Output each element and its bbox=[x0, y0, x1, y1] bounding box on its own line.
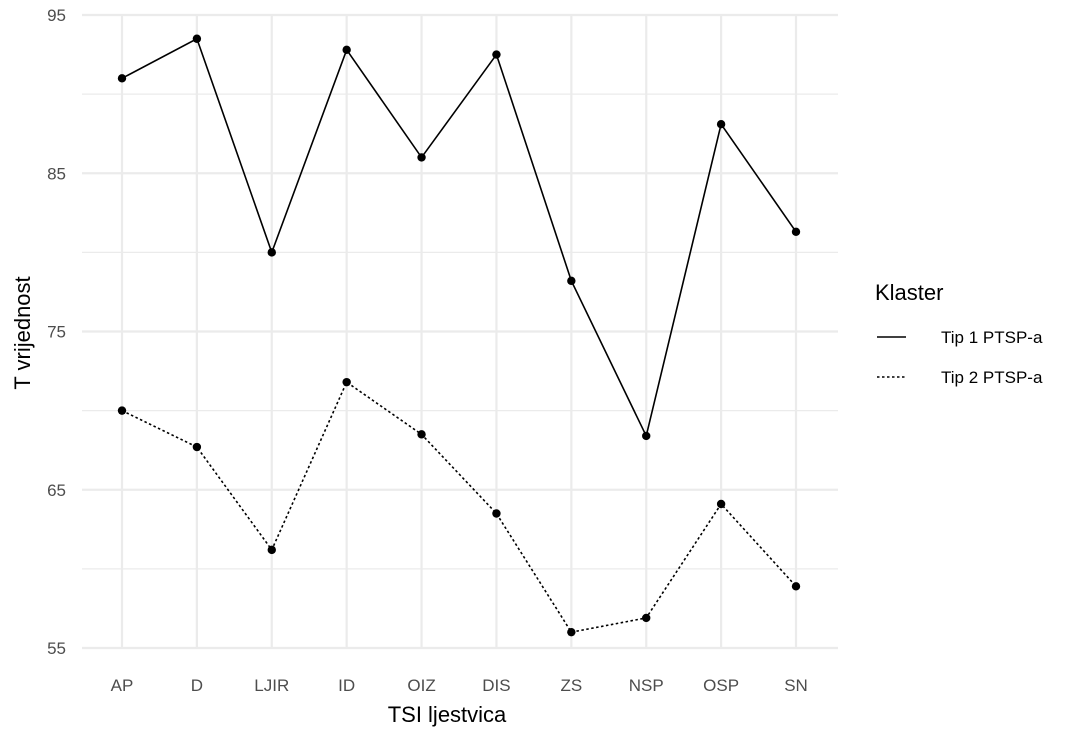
data-point bbox=[117, 406, 127, 415]
data-point bbox=[716, 119, 726, 129]
x-tick-label: ID bbox=[338, 676, 355, 695]
grid-minor bbox=[82, 93, 838, 570]
data-point bbox=[492, 50, 501, 59]
data-point bbox=[791, 227, 801, 237]
y-tick-label: 65 bbox=[47, 481, 66, 500]
data-point bbox=[642, 613, 651, 623]
series-line-2 bbox=[121, 380, 797, 634]
grid-major bbox=[82, 13, 838, 650]
data-point bbox=[492, 509, 501, 518]
y-axis-title: T vrijednost bbox=[10, 276, 35, 389]
y-tick-label: 55 bbox=[47, 639, 66, 658]
series-line-1 bbox=[121, 37, 797, 439]
data-point bbox=[417, 430, 426, 439]
data-point bbox=[642, 431, 651, 441]
x-tick-label: NSP bbox=[629, 676, 664, 695]
data-point bbox=[342, 377, 351, 387]
data-point bbox=[567, 276, 576, 286]
legend-label-1: Tip 1 PTSP-a bbox=[941, 328, 1043, 347]
x-tick-labels: AP D LJIR ID OIZ DIS ZS NSP OSP SN bbox=[111, 676, 808, 695]
data-point bbox=[192, 442, 202, 452]
data-point bbox=[791, 582, 801, 591]
data-point bbox=[417, 153, 426, 162]
x-axis-title: TSI ljestvica bbox=[388, 702, 507, 727]
data-point bbox=[192, 34, 202, 43]
data-point bbox=[267, 545, 276, 555]
data-point bbox=[342, 45, 351, 55]
y-tick-label: 75 bbox=[47, 323, 66, 342]
x-tick-label: ZS bbox=[560, 676, 582, 695]
x-tick-label: AP bbox=[111, 676, 134, 695]
x-tick-label: SN bbox=[784, 676, 808, 695]
legend-title: Klaster bbox=[875, 280, 943, 305]
legend-items: Tip 1 PTSP-a Tip 2 PTSP-a bbox=[877, 328, 1043, 387]
y-tick-labels: 55 65 75 85 95 bbox=[47, 6, 66, 658]
legend-label-2: Tip 2 PTSP-a bbox=[941, 368, 1043, 387]
points-layer bbox=[117, 34, 801, 637]
x-tick-label: LJIR bbox=[254, 676, 289, 695]
x-tick-label: DIS bbox=[482, 676, 510, 695]
data-point bbox=[267, 248, 276, 257]
data-point bbox=[567, 627, 576, 637]
y-tick-label: 95 bbox=[47, 6, 66, 25]
x-tick-label: D bbox=[191, 676, 203, 695]
x-tick-label: OSP bbox=[703, 676, 739, 695]
legend: Klaster Tip 1 PTSP-a Tip 2 PTSP-a bbox=[875, 280, 1043, 387]
data-point bbox=[716, 499, 726, 509]
series-layer bbox=[121, 37, 797, 634]
data-point bbox=[117, 74, 127, 83]
y-tick-label: 85 bbox=[47, 164, 66, 183]
x-tick-label: OIZ bbox=[407, 676, 435, 695]
